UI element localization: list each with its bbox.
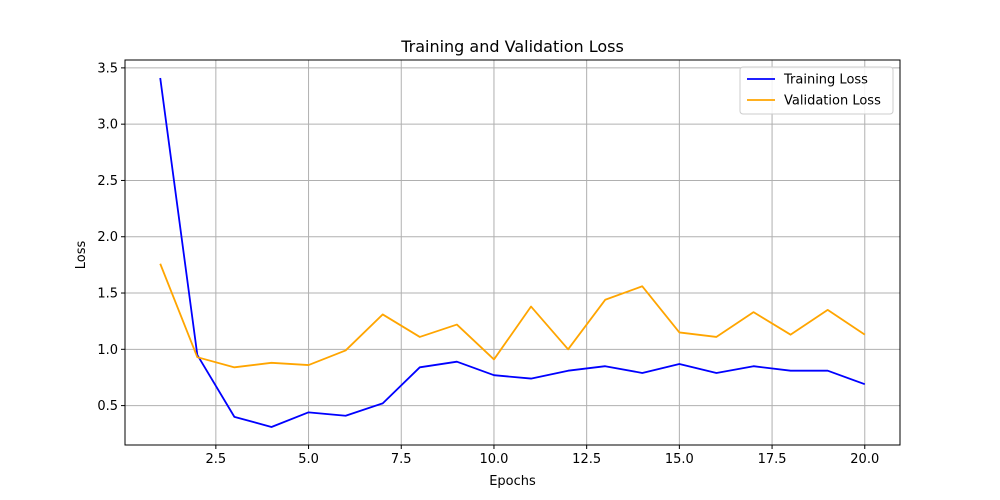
x-tick-label: 20.0 [850, 452, 879, 467]
chart-title: Training and Validation Loss [400, 37, 624, 56]
y-tick-label: 2.0 [97, 230, 118, 245]
legend: Training Loss Validation Loss [739, 66, 894, 115]
x-axis-ticks: 2.5 5.0 7.5 10.0 12.5 15.0 17.5 20.0 [206, 445, 879, 467]
validation-loss-line [159, 263, 866, 369]
x-tick-label: 10.0 [479, 452, 508, 467]
training-loss-line [159, 77, 866, 428]
y-tick-label: 2.5 [97, 174, 118, 189]
y-tick-label: 3.5 [97, 61, 118, 76]
x-tick-label: 17.5 [758, 452, 787, 467]
training-loss-legend-label: Training Loss [783, 73, 868, 88]
grid [125, 60, 900, 445]
y-tick-label: 3.0 [97, 118, 118, 133]
x-tick-label: 5.0 [298, 452, 319, 467]
y-axis-label: Loss [74, 241, 89, 270]
validation-loss-legend-label: Validation Loss [784, 94, 881, 109]
legend-box [739, 66, 894, 115]
x-axis-label: Epochs [489, 474, 536, 489]
x-tick-label: 7.5 [391, 452, 412, 467]
x-tick-label: 15.0 [665, 452, 694, 467]
plot-frame [124, 59, 901, 446]
x-tick-label: 2.5 [206, 452, 227, 467]
y-tick-label: 1.5 [97, 287, 118, 302]
y-tick-label: 0.5 [97, 399, 118, 414]
series-lines [159, 77, 866, 428]
y-tick-label: 1.0 [97, 343, 118, 358]
y-axis-ticks: 0.5 1.0 1.5 2.0 2.5 3.0 3.5 [97, 61, 125, 414]
x-tick-label: 12.5 [572, 452, 601, 467]
